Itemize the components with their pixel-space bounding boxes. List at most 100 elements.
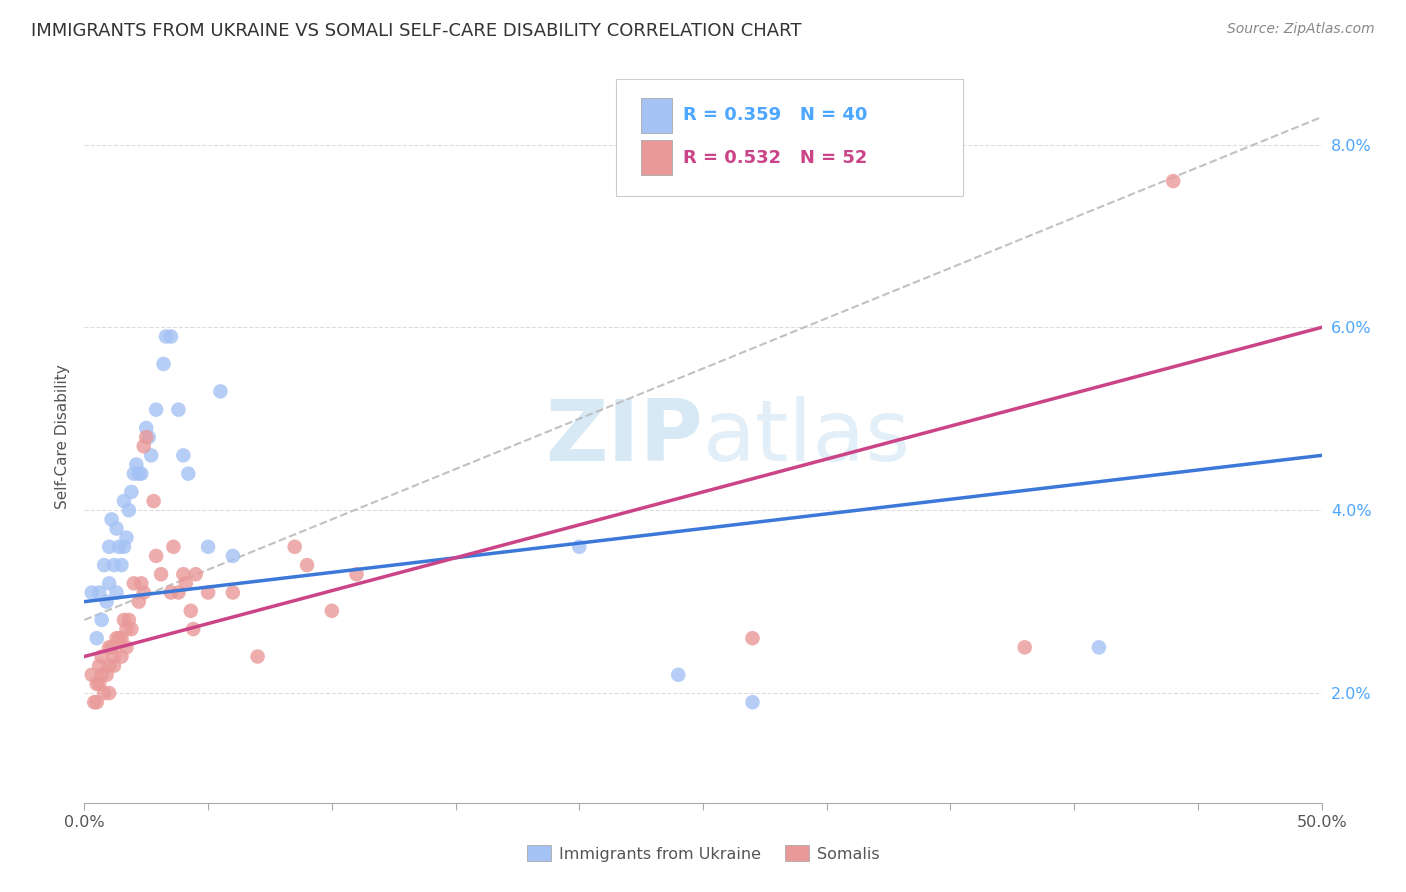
Point	[90, 667, 112, 682]
Point	[129, 467, 152, 481]
Point	[105, 585, 128, 599]
Point	[112, 613, 135, 627]
Point	[222, 585, 245, 599]
Text: R = 0.532   N = 52: R = 0.532 N = 52	[683, 149, 868, 167]
Point	[118, 613, 141, 627]
Point	[110, 632, 132, 646]
Point	[132, 585, 155, 599]
Point	[209, 384, 232, 399]
Point	[86, 695, 108, 709]
Point	[108, 632, 131, 646]
Point	[321, 604, 343, 618]
Text: ZIP: ZIP	[546, 395, 703, 479]
Text: Source: ZipAtlas.com: Source: ZipAtlas.com	[1227, 22, 1375, 37]
Point	[89, 658, 111, 673]
Point	[115, 531, 138, 545]
Point	[222, 549, 245, 563]
Point	[100, 640, 122, 655]
Point	[103, 649, 125, 664]
Y-axis label: Self-Care Disability: Self-Care Disability	[55, 365, 70, 509]
Point	[167, 402, 190, 417]
Bar	[641, 98, 672, 133]
Point	[86, 677, 108, 691]
Point	[128, 467, 150, 481]
Point	[115, 640, 138, 655]
Point	[568, 540, 591, 554]
Point	[100, 512, 122, 526]
Point	[1014, 640, 1036, 655]
Point	[172, 567, 194, 582]
Point	[98, 576, 121, 591]
Point	[89, 677, 111, 691]
Point	[141, 448, 163, 462]
Point	[160, 585, 183, 599]
Point	[160, 329, 183, 343]
Point	[181, 622, 204, 636]
Point	[122, 576, 145, 591]
Point	[145, 402, 167, 417]
Text: IMMIGRANTS FROM UKRAINE VS SOMALI SELF-CARE DISABILITY CORRELATION CHART: IMMIGRANTS FROM UKRAINE VS SOMALI SELF-C…	[31, 22, 801, 40]
Point	[155, 329, 177, 343]
Point	[125, 458, 148, 472]
Point	[150, 567, 173, 582]
Point	[98, 686, 121, 700]
Point	[180, 604, 202, 618]
Point	[120, 485, 142, 500]
Point	[145, 549, 167, 563]
Point	[118, 503, 141, 517]
Point	[112, 494, 135, 508]
Point	[120, 622, 142, 636]
Point	[128, 594, 150, 608]
Point	[1161, 174, 1184, 188]
Point	[103, 558, 125, 573]
Point	[346, 567, 368, 582]
Point	[110, 649, 132, 664]
Point	[122, 467, 145, 481]
Point	[98, 640, 121, 655]
Point	[80, 585, 103, 599]
Point	[741, 695, 763, 709]
Point	[284, 540, 307, 554]
Point	[197, 540, 219, 554]
Point	[135, 430, 157, 444]
Point	[295, 558, 318, 573]
Point	[184, 567, 207, 582]
Text: atlas: atlas	[703, 395, 911, 479]
Text: R = 0.359   N = 40: R = 0.359 N = 40	[683, 106, 868, 124]
Bar	[641, 140, 672, 175]
Point	[80, 667, 103, 682]
Point	[162, 540, 184, 554]
Point	[103, 658, 125, 673]
Point	[132, 439, 155, 453]
Point	[96, 594, 118, 608]
Point	[174, 576, 197, 591]
Point	[90, 613, 112, 627]
Point	[197, 585, 219, 599]
Point	[666, 667, 689, 682]
Point	[142, 494, 165, 508]
Point	[108, 540, 131, 554]
Point	[110, 558, 132, 573]
Point	[1088, 640, 1111, 655]
Point	[115, 622, 138, 636]
Point	[105, 632, 128, 646]
Point	[83, 695, 105, 709]
Point	[129, 576, 152, 591]
Point	[135, 421, 157, 435]
Point	[105, 521, 128, 535]
Point	[167, 585, 190, 599]
Point	[177, 467, 200, 481]
Point	[86, 632, 108, 646]
Point	[93, 558, 115, 573]
Point	[246, 649, 269, 664]
Point	[152, 357, 174, 371]
Point	[172, 448, 194, 462]
Point	[98, 658, 121, 673]
Point	[96, 667, 118, 682]
Point	[98, 540, 121, 554]
Point	[138, 430, 160, 444]
Legend: Immigrants from Ukraine, Somalis: Immigrants from Ukraine, Somalis	[520, 838, 886, 868]
Point	[112, 540, 135, 554]
Point	[741, 632, 763, 646]
Point	[89, 585, 111, 599]
